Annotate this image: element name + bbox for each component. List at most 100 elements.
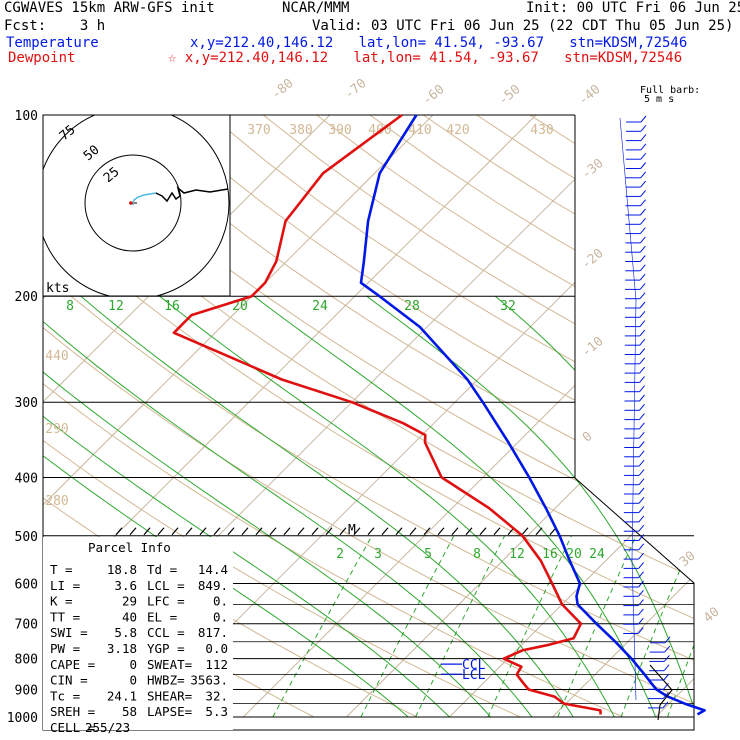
wind-barb-flag — [639, 329, 646, 337]
wind-barb-flag — [638, 441, 645, 448]
isotherm-label: -60 — [420, 82, 448, 109]
isotherm-label: 0 — [580, 429, 596, 446]
hash-mark — [409, 527, 417, 536]
mixing-ratio-label: 32 — [500, 299, 516, 314]
hash-mark — [353, 527, 361, 536]
isotherm-label: -70 — [342, 76, 370, 103]
forecast-hour: Fcst: 3 h — [4, 18, 106, 34]
parcel-field-value: 112 — [205, 657, 228, 672]
mixing-ratio-label: 16 — [164, 299, 180, 314]
moist-adiabat-line — [494, 295, 694, 718]
hash-mark — [325, 527, 333, 536]
hash-mark — [213, 527, 221, 536]
wind-barb-flag — [639, 338, 646, 346]
wind-barb-flag — [640, 115, 647, 123]
wind-barb-flag — [637, 608, 644, 616]
parcel-field-value: 5.8 — [114, 625, 137, 640]
parcel-info-title: Parcel Info — [88, 540, 171, 555]
wind-barb-flag — [663, 682, 669, 690]
parcel-field-value: 14.4 — [198, 562, 228, 577]
hash-mark — [451, 527, 459, 536]
hash-mark — [143, 527, 151, 536]
hash-mark — [269, 527, 277, 536]
wind-barb-flag — [639, 310, 646, 318]
parcel-field-label: HWBZ= — [147, 673, 185, 688]
wind-barb-flag — [639, 236, 646, 244]
wind-barb-flag — [638, 459, 645, 467]
hash-mark — [311, 527, 319, 536]
dry-adiabat-line — [423, 115, 694, 718]
wind-barb-flag — [638, 524, 645, 532]
ccl-marker-label: CCL — [462, 658, 486, 673]
parcel-field-label: LI = — [50, 578, 80, 593]
wind-barb-flag — [639, 292, 646, 300]
wind-barb-flag — [664, 645, 671, 653]
hash-mark — [395, 527, 403, 536]
hash-mark — [199, 527, 207, 536]
isotherm-line — [43, 115, 537, 718]
parcel-field-value: 3563. — [190, 673, 228, 688]
wind-barb-flag — [638, 450, 645, 458]
hash-mark — [241, 527, 249, 536]
hodograph-ring — [43, 115, 230, 296]
parcel-field-value: 29 — [122, 594, 137, 609]
dry-adiabat-line — [43, 115, 694, 718]
pressure-tick-label: 300 — [15, 396, 38, 411]
parcel-field-label: CCL = — [147, 625, 185, 640]
parcel-field-value: 817. — [198, 625, 228, 640]
parcel-field-label: TT = — [50, 609, 80, 624]
parcel-field-value: 0. — [213, 609, 228, 624]
wind-barb-flag — [639, 357, 646, 365]
wind-barb-flag — [639, 273, 646, 281]
isotherm-label: -80 — [269, 76, 297, 103]
wind-barb-flag — [638, 543, 645, 551]
wind-barb-flag — [638, 506, 645, 513]
wind-barb-flag — [663, 673, 670, 681]
parcel-field-value: 5.3 — [205, 704, 228, 719]
wind-barb-flag — [639, 264, 646, 272]
wind-barb-flag — [638, 552, 645, 560]
hash-mark — [381, 527, 389, 536]
org-label: NCAR/MMM — [282, 0, 350, 16]
wind-barb-flag — [639, 385, 645, 393]
barb-legend-title: Full barb: — [640, 85, 701, 96]
hash-mark — [255, 527, 263, 536]
wind-barb-flag — [638, 431, 645, 439]
hash-mark — [115, 527, 123, 536]
parcel-field-label: SWEAT= — [147, 657, 192, 672]
wind-barb-flag — [639, 394, 645, 402]
parcel-field-value: 3.18 — [107, 641, 137, 656]
parcel-field-value: 849. — [198, 578, 228, 593]
hash-mark — [521, 527, 529, 536]
dewpoint-legend-info: ☆ x,y=212.40,146.12 lat,lon= 41.54, -93.… — [168, 50, 683, 66]
moist-adiabat-line — [624, 295, 694, 718]
pressure-tick-label: 1000 — [7, 711, 38, 726]
isotherm-line — [552, 115, 694, 718]
wind-barb-flag — [638, 515, 645, 523]
hash-mark — [129, 527, 137, 536]
parcel-field-label: SWI = — [50, 625, 88, 640]
wind-barb-flag — [639, 348, 646, 355]
pressure-tick-label: 500 — [15, 530, 38, 545]
valid-time: Valid: 03 UTC Fri 06 Jun 25 (22 CDT Thu … — [312, 18, 734, 34]
theta-label: 290 — [45, 422, 68, 437]
wind-barb-spine — [619, 117, 637, 701]
lcl-marker-label: LCL — [462, 668, 486, 683]
isotherm-label: 30 — [677, 549, 699, 571]
parcel-box-background — [43, 537, 233, 730]
parcel-field-label: LCL = — [147, 578, 185, 593]
hodograph-upper-trace — [155, 185, 229, 203]
pressure-tick-label: 100 — [15, 109, 38, 124]
parcel-field-label: K = — [50, 594, 73, 609]
theta-label: 380 — [289, 123, 312, 138]
wind-barb-flag — [638, 422, 645, 430]
wind-barb-column — [619, 115, 673, 721]
hash-mark — [185, 527, 193, 536]
wind-barb-flag — [640, 171, 647, 179]
theta-label: 370 — [247, 123, 270, 138]
pressure-tick-label: 600 — [15, 577, 38, 592]
wind-barb-flag — [637, 627, 644, 634]
mixing-ratio-label: 2 — [336, 547, 344, 562]
pressure-tick-label: 700 — [15, 618, 38, 633]
